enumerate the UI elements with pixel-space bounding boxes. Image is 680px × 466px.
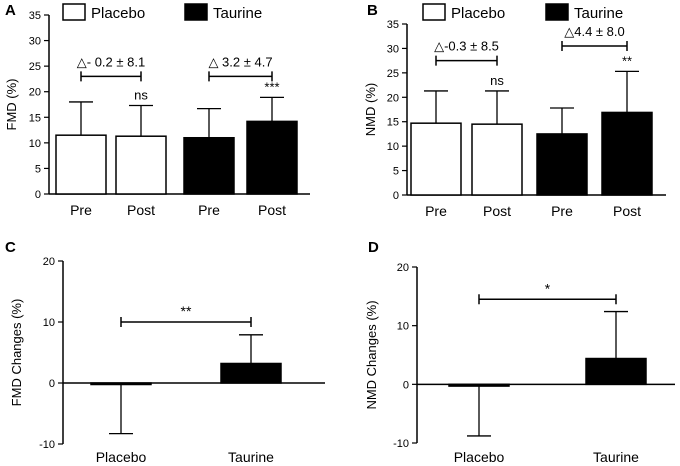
significance-label: **: [622, 53, 632, 68]
y-axis-label: NMD (%): [363, 83, 378, 136]
y-tick-label: 35: [29, 10, 41, 22]
bar: [55, 134, 107, 195]
legend-swatch: [422, 3, 446, 21]
y-tick-label: 0: [49, 378, 55, 390]
panel-b-nmd: B 0 5 10 15 20 25 30 35 NMD (%) Pre Post ns Pre Post **…: [363, 2, 666, 219]
legend-label: Placebo: [91, 5, 145, 22]
panel-a-fmd: A 0 5 10 15 20 25 30 35 FMD (%) Pre Post ns Pre Post **…: [4, 2, 310, 218]
bar: [536, 133, 588, 196]
panel-letter: D: [368, 239, 379, 256]
x-category-label: Pre: [198, 202, 220, 218]
delta-annotation: △ 3.2 ± 4.7: [208, 54, 272, 69]
y-tick-label: 15: [387, 117, 399, 129]
significance-label: **: [181, 303, 192, 319]
y-tick-label: -10: [39, 439, 55, 451]
y-tick-label: 5: [35, 163, 41, 175]
bar: [115, 135, 167, 195]
y-tick-label: 30: [29, 36, 41, 48]
bar: [448, 383, 510, 387]
y-tick-label: 20: [397, 262, 409, 274]
y-tick-label: 0: [403, 379, 409, 391]
y-axis-label: NMD Changes (%): [364, 300, 379, 409]
y-tick-label: 25: [387, 68, 399, 80]
panel-letter: B: [367, 2, 378, 19]
x-category-label: Placebo: [96, 449, 147, 465]
bar: [471, 123, 523, 196]
y-tick-label: 10: [43, 317, 55, 329]
y-axis-label: FMD Changes (%): [9, 299, 24, 407]
y-axis-label: FMD (%): [4, 79, 19, 131]
delta-annotation: △- 0.2 ± 8.1: [77, 54, 145, 69]
y-tick-label: 25: [29, 61, 41, 73]
y-tick-label: 20: [43, 256, 55, 268]
legend-label: Taurine: [213, 5, 262, 22]
y-tick-label: 10: [29, 138, 41, 150]
x-category-label: Pre: [70, 202, 92, 218]
panel-d-nmd-changes: D -10 0 10 20 NMD Changes (%) Placebo Taurine *: [364, 239, 675, 465]
x-category-label: Post: [483, 203, 511, 219]
panel-letter: A: [5, 2, 16, 19]
significance-label: ns: [490, 73, 504, 88]
bar: [220, 362, 282, 384]
legend-swatch: [62, 3, 86, 21]
x-category-label: Post: [258, 202, 286, 218]
y-tick-label: 35: [387, 19, 399, 31]
y-tick-label: 30: [387, 43, 399, 55]
bar: [585, 357, 647, 386]
significance-label: ***: [264, 79, 279, 94]
bar: [183, 136, 235, 195]
x-category-label: Post: [127, 202, 155, 218]
legend-label: Placebo: [451, 5, 505, 22]
x-category-label: Taurine: [228, 449, 274, 465]
x-category-label: Pre: [551, 203, 573, 219]
delta-annotation: △4.4 ± 8.0: [564, 24, 625, 39]
bar: [90, 382, 152, 386]
y-tick-label: 20: [29, 87, 41, 99]
y-tick-label: 20: [387, 92, 399, 104]
x-category-label: Placebo: [454, 449, 505, 465]
legend-swatch: [545, 3, 569, 21]
significance-label: ns: [134, 88, 148, 103]
legend-label: Taurine: [574, 5, 623, 22]
y-tick-label: 10: [387, 141, 399, 153]
y-tick-label: 5: [393, 166, 399, 178]
delta-annotation: △-0.3 ± 8.5: [434, 39, 499, 54]
y-tick-label: 15: [29, 112, 41, 124]
y-tick-label: 10: [397, 321, 409, 333]
y-tick-label: 0: [393, 190, 399, 202]
panel-c-fmd-changes: C -10 0 10 20 FMD Changes (%) Placebo Taurine **: [5, 239, 325, 465]
panel-letter: C: [5, 239, 16, 256]
bar: [410, 122, 462, 196]
x-category-label: Taurine: [593, 449, 639, 465]
x-category-label: Pre: [425, 203, 447, 219]
bar: [601, 111, 653, 196]
bar: [246, 120, 298, 195]
significance-label: *: [545, 280, 551, 296]
y-tick-label: -10: [393, 438, 409, 450]
x-category-label: Post: [613, 203, 641, 219]
legend-swatch: [184, 3, 208, 21]
y-tick-label: 0: [35, 189, 41, 201]
